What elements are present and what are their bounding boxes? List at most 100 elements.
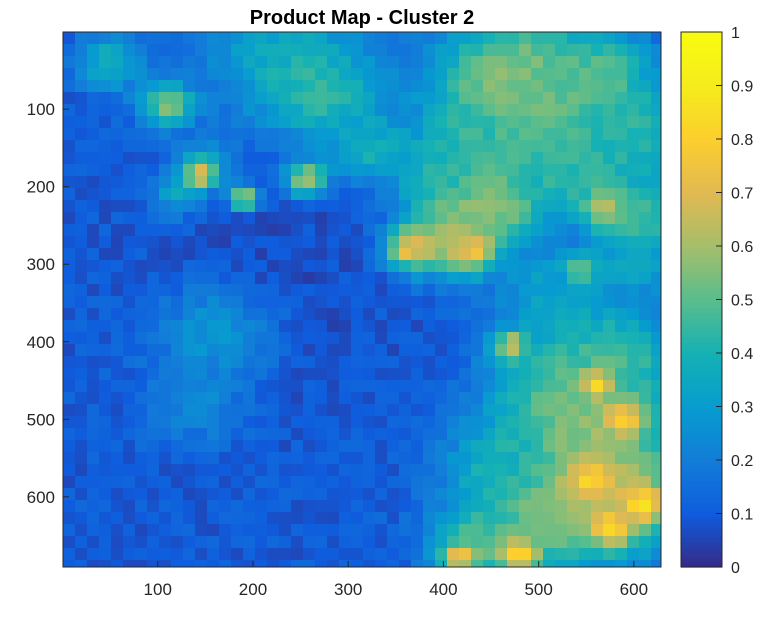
heatmap-cell [99,80,112,93]
heatmap-cell [375,536,388,549]
heatmap-cell [375,380,388,393]
heatmap-cell [591,332,604,345]
heatmap-cell [279,152,292,165]
heatmap-cell [471,200,484,213]
heatmap-cell [219,224,232,237]
heatmap-cell [219,104,232,117]
heatmap-cell [87,68,100,81]
colorbar-strip [681,102,722,108]
colorbar-strip [681,447,722,453]
heatmap-cell [471,452,484,465]
heatmap-cell [387,68,400,81]
heatmap-cell [183,272,196,285]
heatmap-cell [315,548,328,561]
heatmap-cell [483,32,496,45]
heatmap-cell [291,488,304,501]
heatmap-cell [303,512,316,525]
heatmap-cell [111,356,124,369]
heatmap-cell [339,212,352,225]
heatmap-cell [531,260,544,273]
heatmap-cell [75,440,88,453]
heatmap-cell [519,224,532,237]
heatmap-cell [615,500,628,513]
heatmap-cell [435,320,448,333]
heatmap-cell [159,272,172,285]
heatmap-cell [75,284,88,297]
heatmap-cell [267,356,280,369]
heatmap-cell [339,44,352,57]
heatmap-cell [135,224,148,237]
heatmap-cell [171,548,184,561]
heatmap-cell [195,428,208,441]
heatmap-cell [495,296,508,309]
heatmap-cell [375,368,388,381]
heatmap-cell [579,188,592,201]
heatmap-cell [75,464,88,477]
heatmap-cell [315,404,328,417]
heatmap-cell [639,200,652,213]
heatmap-cell [507,524,520,537]
heatmap-cell [363,68,376,81]
heatmap-cell [459,536,472,549]
heatmap-cell [219,320,232,333]
colorbar-strip [681,207,722,213]
colorbar-strip [681,57,722,63]
heatmap-cell [99,248,112,261]
heatmap-cell [159,92,172,105]
heatmap-cell [603,44,616,57]
heatmap-cell [255,44,268,57]
heatmap-cell [543,524,556,537]
heatmap-cell [339,536,352,549]
heatmap-cell [495,560,508,568]
heatmap-cell [591,116,604,129]
heatmap-cell [483,476,496,489]
heatmap-cell [255,140,268,153]
heatmap-cell [507,248,520,261]
heatmap-cell [387,464,400,477]
heatmap-cell [87,56,100,69]
heatmap-cell [543,152,556,165]
heatmap-cell [279,380,292,393]
colorbar-strip [681,187,722,193]
heatmap-cell [543,272,556,285]
heatmap-cell [483,104,496,117]
heatmap-cell [267,464,280,477]
heatmap-cell [411,32,424,45]
heatmap-cell [231,284,244,297]
heatmap-cell [435,80,448,93]
heatmap-cell [231,236,244,249]
heatmap-cell [195,548,208,561]
colorbar-strip [681,382,722,388]
colorbar-strip [681,287,722,293]
heatmap-cell [531,68,544,81]
heatmap-cell [183,92,196,105]
heatmap-cell [423,68,436,81]
colorbar-strip [681,242,722,248]
heatmap-cell [363,152,376,165]
heatmap-cell [387,380,400,393]
heatmap-cell [207,272,220,285]
heatmap-cell [183,332,196,345]
heatmap-cell [99,380,112,393]
heatmap-cell [567,104,580,117]
heatmap-cell [555,164,568,177]
heatmap-cell [291,404,304,417]
heatmap-cell [579,56,592,69]
plot-border [62,31,662,568]
heatmap-cell [603,248,616,261]
heatmap-cell [519,152,532,165]
heatmap-cell [639,260,652,273]
heatmap-cell [399,404,412,417]
heatmap-cell [603,356,616,369]
heatmap-cell [615,452,628,465]
colorbar-strip [681,322,722,328]
heatmap-cell [519,140,532,153]
heatmap-cell [471,260,484,273]
heatmap-cell [435,236,448,249]
heatmap-cell [579,464,592,477]
heatmap-cell [219,68,232,81]
heatmap-cell [555,224,568,237]
heatmap-cell [231,404,244,417]
colorbar-strip [681,392,722,398]
heatmap-cell [171,392,184,405]
